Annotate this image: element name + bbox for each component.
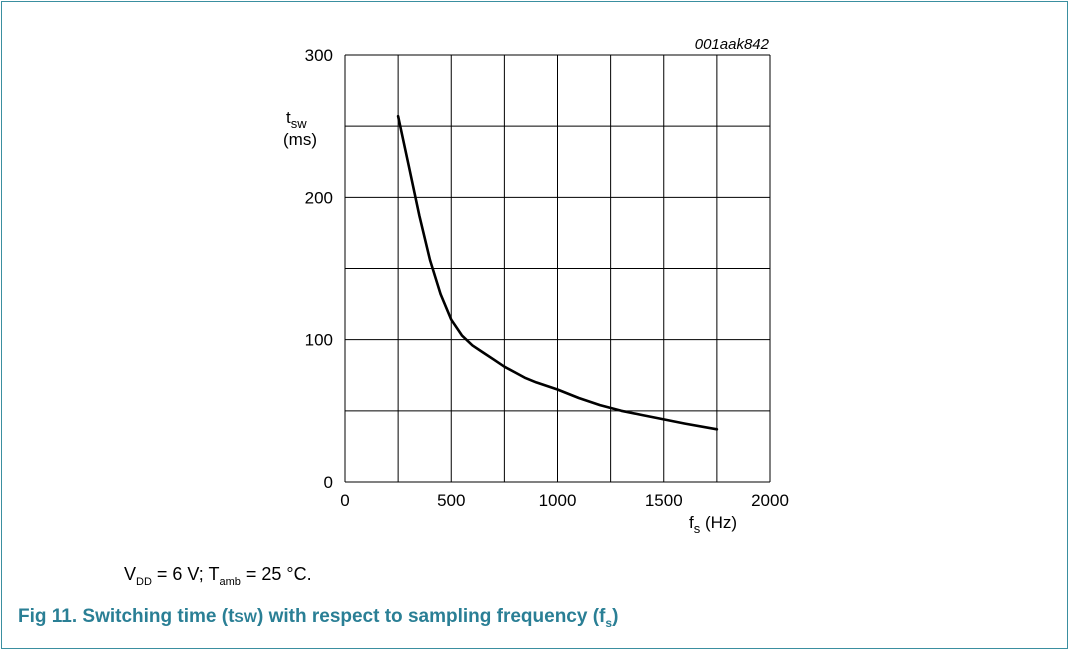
x-tick-label: 500	[437, 491, 465, 510]
cond-t-val: = 25 °C.	[240, 564, 312, 584]
test-conditions: VDD = 6 V; Tamb = 25 °C.	[124, 564, 312, 588]
y-tick-label: 0	[324, 473, 333, 492]
y-tick-label: 100	[305, 331, 333, 350]
x-tick-label: 0	[340, 491, 349, 510]
x-tick-label: 1000	[539, 491, 577, 510]
caption-sub: s	[605, 616, 613, 630]
series-line	[396, 114, 719, 431]
y-tick-label: 300	[305, 46, 333, 65]
caption-end: )	[612, 606, 619, 627]
cond-v: V	[124, 564, 137, 584]
y-tick-label: 200	[305, 188, 333, 207]
figure-caption: Fig 11. Switching time (tSW) with respec…	[18, 606, 618, 630]
caption-mid: ) with respect to sampling frequency (f	[256, 606, 606, 627]
x-tick-label: 2000	[751, 491, 789, 510]
x-axis-label: fs (Hz)	[689, 513, 737, 536]
caption-lead: Fig 11. Switching time (t	[18, 606, 235, 627]
x-tick-label: 1500	[645, 491, 683, 510]
diagram-code: 001aak842	[695, 36, 770, 53]
cond-t-sub: amb	[219, 576, 241, 588]
y-axis-label: tsw	[286, 108, 307, 131]
y-axis-unit: (ms)	[283, 130, 317, 149]
cond-v-val: = 6 V; T	[151, 564, 220, 584]
cond-v-sub: DD	[136, 576, 152, 588]
caption-sc: SW	[234, 609, 257, 625]
